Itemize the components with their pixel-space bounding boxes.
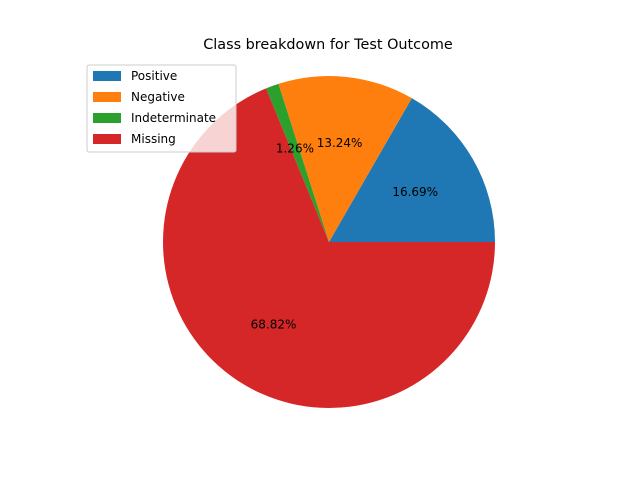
legend-label-missing: Missing	[131, 132, 176, 146]
legend: Positive Negative Indeterminate Missing	[86, 64, 237, 153]
chart-title: Class breakdown for Test Outcome	[203, 37, 453, 53]
pie-label-missing: 68.82%	[251, 318, 297, 332]
legend-swatch-indeterminate	[93, 113, 121, 123]
legend-label-positive: Positive	[131, 69, 177, 83]
legend-label-negative: Negative	[131, 90, 185, 104]
legend-swatch-positive	[93, 71, 121, 81]
pie-slice-indeterminate	[266, 83, 329, 242]
legend-swatch-missing	[93, 134, 121, 144]
pie-slice-positive	[329, 98, 495, 242]
pie-label-positive: 16.69%	[392, 185, 438, 199]
legend-frame	[86, 64, 237, 153]
legend-label-indeterminate: Indeterminate	[131, 111, 216, 125]
pie-percent-labels: 16.69% 13.24%1.26% 68.82%	[251, 136, 438, 332]
pie-slices	[162, 76, 495, 409]
pie-label-indeterminate: 1.26%	[276, 141, 314, 155]
pie-slice-negative	[278, 76, 412, 243]
legend-swatch-negative	[93, 92, 121, 102]
pie-slice-missing	[162, 88, 495, 409]
pie-label-negative: 13.24%	[317, 136, 363, 150]
